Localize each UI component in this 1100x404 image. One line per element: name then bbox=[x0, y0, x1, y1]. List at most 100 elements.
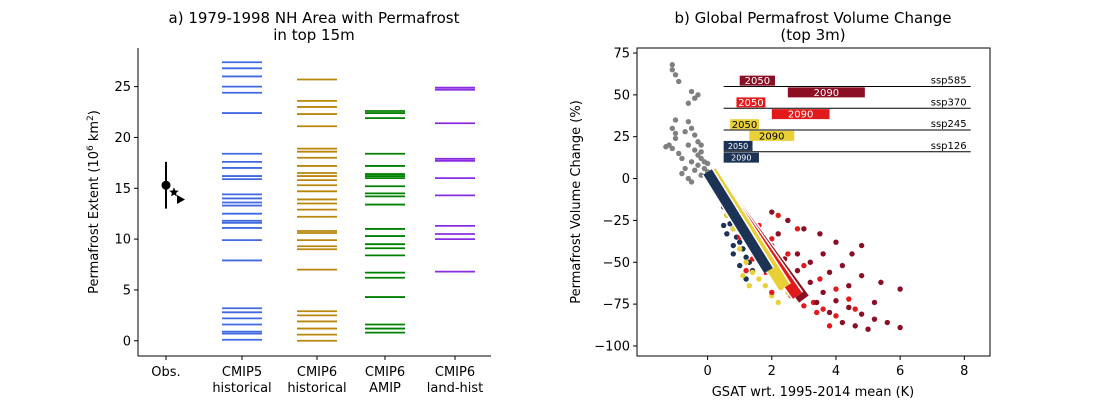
ssp585-point bbox=[769, 209, 775, 215]
ssp370-point bbox=[814, 309, 820, 316]
panel-b-y-tick-label: −75 bbox=[603, 298, 630, 313]
historical-point bbox=[669, 67, 675, 73]
historical-point bbox=[685, 118, 692, 125]
historical-point bbox=[695, 139, 701, 145]
historical-point bbox=[679, 170, 685, 177]
ssp585-2050-bar-label: 2050 bbox=[745, 76, 770, 87]
ssp585-point bbox=[807, 279, 813, 286]
ssp126-label: ssp126 bbox=[931, 141, 967, 152]
panel-b-y-ticks: 75 50 25 0 −25 −50 −75 −100 bbox=[594, 47, 637, 354]
ssp585-point bbox=[785, 217, 791, 224]
historical-point bbox=[701, 165, 708, 172]
obs-star-marker bbox=[169, 187, 179, 197]
ssp585-point bbox=[839, 262, 846, 269]
ssp585-point bbox=[878, 279, 884, 286]
ssp245-2050-bar-label: 2050 bbox=[732, 120, 757, 131]
ssp126-2090-bar-label: 2090 bbox=[731, 154, 751, 163]
ssp245-point bbox=[743, 259, 749, 265]
historical-point bbox=[672, 117, 679, 123]
ssp126-point bbox=[743, 254, 749, 260]
ssp370-point bbox=[817, 276, 823, 282]
ssp585-point bbox=[833, 239, 839, 245]
panel-a-y-tick-label: 15 bbox=[114, 182, 131, 197]
ssp126-point bbox=[736, 239, 743, 245]
obs-triangle-marker bbox=[177, 194, 185, 204]
historical-point bbox=[698, 142, 704, 148]
panel-b-x-tick-label: 2 bbox=[768, 364, 776, 379]
panel-a-y-ticks: 0 5 10 15 20 25 bbox=[114, 80, 138, 349]
historical-point bbox=[682, 165, 688, 172]
ssp585-point bbox=[833, 298, 839, 304]
ssp370-point bbox=[833, 286, 839, 292]
ssp585-point bbox=[826, 309, 833, 316]
panel-b-y-tick-label: −25 bbox=[603, 214, 630, 229]
ssp126-point bbox=[720, 222, 727, 229]
ssp126-point bbox=[730, 251, 736, 257]
ssp126-2090-bar bbox=[723, 152, 759, 163]
ssp585-point bbox=[897, 324, 903, 331]
historical-point bbox=[698, 172, 704, 178]
ssp126-fit-arrow bbox=[703, 169, 773, 274]
ssp370-2050-bar-label: 2050 bbox=[738, 98, 763, 109]
ssp245-2050-bar bbox=[730, 119, 759, 130]
historical-point bbox=[695, 152, 701, 158]
historical-point bbox=[692, 95, 698, 101]
panel-a-plot-area bbox=[161, 61, 475, 342]
historical-point bbox=[685, 100, 692, 106]
panel-b-plot-area: ssp58520502090ssp37020502090ssp245205020… bbox=[663, 62, 971, 332]
ssp585-point bbox=[871, 299, 878, 306]
historical-point bbox=[688, 179, 695, 185]
historical-point bbox=[688, 125, 695, 132]
historical-point bbox=[669, 125, 675, 132]
ssp585-point bbox=[839, 319, 846, 326]
panel-a-y-tick-label: 20 bbox=[114, 131, 131, 146]
panel-b-x-tick-label: 4 bbox=[832, 364, 840, 379]
panel-a-y-tick-label: 10 bbox=[114, 233, 131, 248]
ssp370-point bbox=[820, 306, 826, 312]
ssp126-point bbox=[730, 242, 736, 249]
panel-a-x-tick-label: CMIP6 bbox=[297, 365, 337, 380]
ssp585-point bbox=[794, 267, 801, 274]
ssp126-point bbox=[736, 262, 743, 269]
panel-b-y-tick-label: 50 bbox=[613, 88, 630, 103]
panel-a-y-axis-label: Permafrost Extent (106 km2) bbox=[86, 110, 102, 294]
ssp245-point bbox=[762, 282, 769, 289]
panel-a-x-tick-label: historical bbox=[287, 381, 346, 396]
ssp126-2050-bar-label: 2050 bbox=[728, 142, 748, 151]
historical-point bbox=[676, 78, 682, 85]
ssp370-2090-bar-label: 2090 bbox=[788, 110, 813, 121]
panel-a-y-tick-label: 5 bbox=[123, 283, 131, 298]
panel-a-x-tick-label: historical bbox=[212, 381, 271, 396]
panel-b-frame bbox=[636, 47, 991, 357]
ssp245-label: ssp245 bbox=[931, 119, 967, 130]
ssp370-point bbox=[743, 267, 749, 274]
ssp585-point bbox=[807, 259, 813, 265]
ssp585-point bbox=[794, 251, 801, 257]
ssp370-point bbox=[775, 212, 781, 219]
panel-b-x-tick-label: 0 bbox=[703, 364, 711, 379]
historical-point bbox=[672, 130, 679, 137]
ssp585-2090-bar-label: 2090 bbox=[814, 88, 839, 99]
historical-point bbox=[692, 147, 698, 153]
historical-point bbox=[698, 155, 704, 162]
ssp585-point bbox=[858, 272, 865, 279]
panel-b-y-tick-label: 0 bbox=[622, 172, 630, 187]
ssp585-point bbox=[858, 311, 865, 317]
panel-b-y-axis-label: Permafrost Volume Change (%) bbox=[569, 100, 584, 304]
ssp245-point bbox=[740, 272, 746, 279]
panel-b-y-tick-label: 25 bbox=[613, 130, 630, 145]
ssp585-point bbox=[849, 251, 855, 257]
panel-b-x-tick-label: 8 bbox=[960, 364, 968, 379]
panel-b-title-line2: (top 3m) bbox=[780, 26, 845, 44]
ssp585-point bbox=[884, 319, 891, 326]
historical-point bbox=[672, 72, 679, 78]
historical-point bbox=[663, 144, 669, 150]
historical-point bbox=[698, 149, 704, 155]
ssp585-point bbox=[814, 299, 820, 306]
ssp585-point bbox=[826, 269, 833, 276]
ssp245-point bbox=[736, 246, 743, 252]
panel-b-title-line1: b) Global Permafrost Volume Change bbox=[675, 9, 952, 27]
panel-a-x-tick-label: Obs. bbox=[151, 365, 180, 380]
ssp245-2090-bar-label: 2090 bbox=[759, 131, 784, 142]
